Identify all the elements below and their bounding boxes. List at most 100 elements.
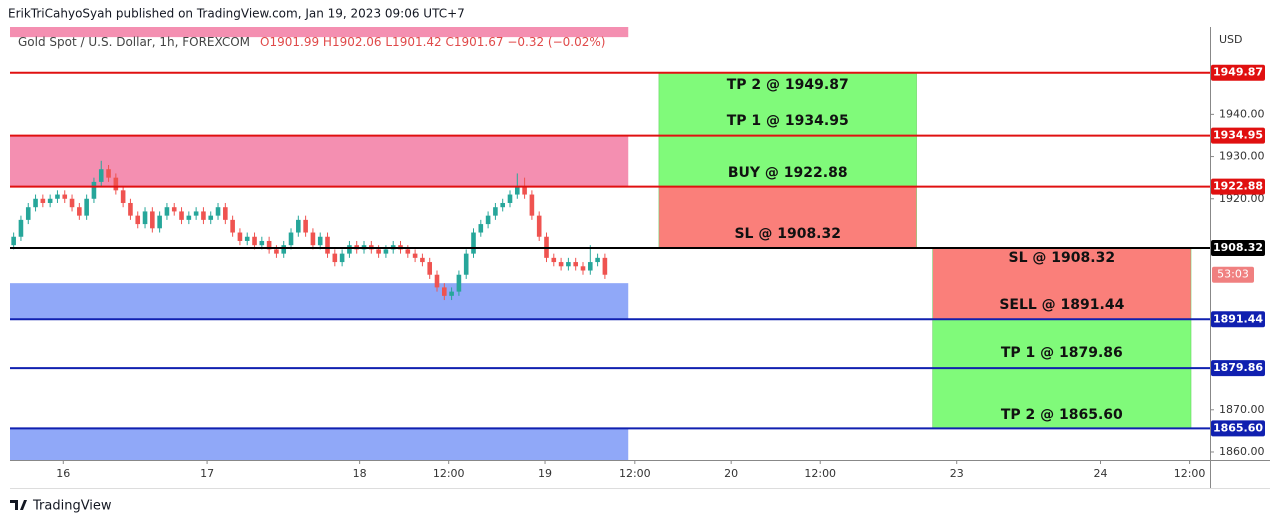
position-box <box>932 247 1192 320</box>
position-label: TP 1 @ 1934.95 <box>727 113 849 129</box>
candle-body <box>383 249 389 254</box>
candle-body <box>587 262 593 271</box>
candle-body <box>208 215 214 220</box>
candle-body <box>113 177 119 191</box>
candle-body <box>11 236 16 246</box>
candle-body <box>91 181 97 199</box>
candle-body <box>303 219 308 233</box>
candle-body <box>420 257 425 263</box>
candle-body <box>266 240 272 250</box>
position-label: BUY @ 1922.88 <box>728 165 848 181</box>
zone <box>10 283 629 320</box>
candle-body <box>135 215 141 225</box>
candle-body <box>478 224 484 233</box>
candle-body <box>536 215 542 237</box>
position-box <box>658 186 917 249</box>
level-tag-label: 1879.86 <box>1213 361 1263 374</box>
candle-body <box>120 190 126 203</box>
level-tag <box>1211 420 1265 437</box>
candle-body <box>317 236 323 246</box>
x-tick-label: 12:00 <box>619 467 651 480</box>
candle-body <box>493 207 498 216</box>
candle-body <box>456 274 462 292</box>
candle-body <box>215 207 221 216</box>
logo <box>10 500 27 510</box>
candle-body <box>485 215 491 225</box>
level-tag <box>1211 178 1265 195</box>
candle-body <box>179 211 184 220</box>
candle-body <box>157 215 162 229</box>
footer-brand: TradingView <box>32 499 112 514</box>
zone <box>10 135 629 187</box>
candle-body <box>434 274 440 288</box>
ohlc-values: O1901.99 H1902.06 L1901.42 C1901.67 −0.3… <box>260 35 605 49</box>
level-tag-label: 1922.88 <box>1213 180 1263 193</box>
position-box <box>932 319 1192 429</box>
level-tag-label: 1865.60 <box>1213 421 1263 434</box>
candle-body <box>471 232 476 254</box>
position-label: TP 2 @ 1865.60 <box>1001 407 1123 423</box>
x-tick-label: 17 <box>200 467 214 480</box>
candle-body <box>566 262 571 267</box>
candle-body <box>223 207 228 220</box>
candle-body <box>84 198 89 216</box>
position-label: TP 1 @ 1879.86 <box>1001 345 1123 361</box>
candle-body <box>442 287 447 296</box>
candle-body <box>347 245 352 254</box>
candle-body <box>412 253 418 258</box>
candle-body <box>558 262 564 267</box>
candle-body <box>230 219 235 233</box>
candle-body <box>69 198 75 208</box>
level-tag-label: 1949.87 <box>1213 66 1263 79</box>
candle-body <box>274 249 279 254</box>
x-tick-label: 24 <box>1094 467 1108 480</box>
candle-body <box>164 207 170 216</box>
candle-body <box>339 253 345 263</box>
candle-body <box>25 207 31 220</box>
candle-body <box>106 169 111 178</box>
zone <box>10 428 629 460</box>
candle-body <box>259 240 265 246</box>
candle-body <box>296 219 301 233</box>
candle-body <box>500 202 506 208</box>
candle-body <box>376 249 381 254</box>
candle-body <box>551 257 557 263</box>
candle-body <box>522 186 527 195</box>
x-tick-label: 16 <box>56 467 70 480</box>
candle-body <box>98 169 104 182</box>
candle-body <box>580 266 586 271</box>
x-tick-label: 20 <box>724 467 738 480</box>
position-label: SL @ 1908.32 <box>734 226 841 242</box>
logo-icon <box>10 500 27 510</box>
candle-body <box>244 236 250 241</box>
candle-body <box>128 202 133 216</box>
level-tag-label: 1891.44 <box>1213 312 1263 325</box>
candle-body <box>47 198 53 203</box>
candle-body <box>252 236 257 246</box>
position-box <box>658 72 917 187</box>
candle-body <box>193 211 199 216</box>
level-tag-label: 1908.32 <box>1213 241 1263 254</box>
x-tick-label: 12:00 <box>804 467 836 480</box>
level-tag <box>1211 240 1265 257</box>
level-tag <box>1211 311 1265 328</box>
candle-body <box>237 232 243 241</box>
candle-body <box>507 194 513 203</box>
candle-body <box>77 207 82 216</box>
position-label: SELL @ 1891.44 <box>999 297 1124 313</box>
candle-body <box>310 232 316 246</box>
y-tick-label: 1940.00 <box>1219 107 1265 120</box>
candle-body <box>573 262 578 267</box>
level-tag <box>1211 127 1265 144</box>
x-tick-label: 18 <box>353 467 367 480</box>
candle-body <box>18 219 24 237</box>
publisher-header: ErikTriCahyoSyah published on TradingVie… <box>8 7 465 21</box>
candle-body <box>427 262 433 275</box>
x-tick-label: 12:00 <box>1174 467 1206 480</box>
countdown-label: 53:03 <box>1217 268 1249 281</box>
countdown-tag <box>1212 266 1254 283</box>
x-tick-label: 12:00 <box>433 467 465 480</box>
candle-body <box>602 257 608 275</box>
candle-body <box>514 186 520 195</box>
